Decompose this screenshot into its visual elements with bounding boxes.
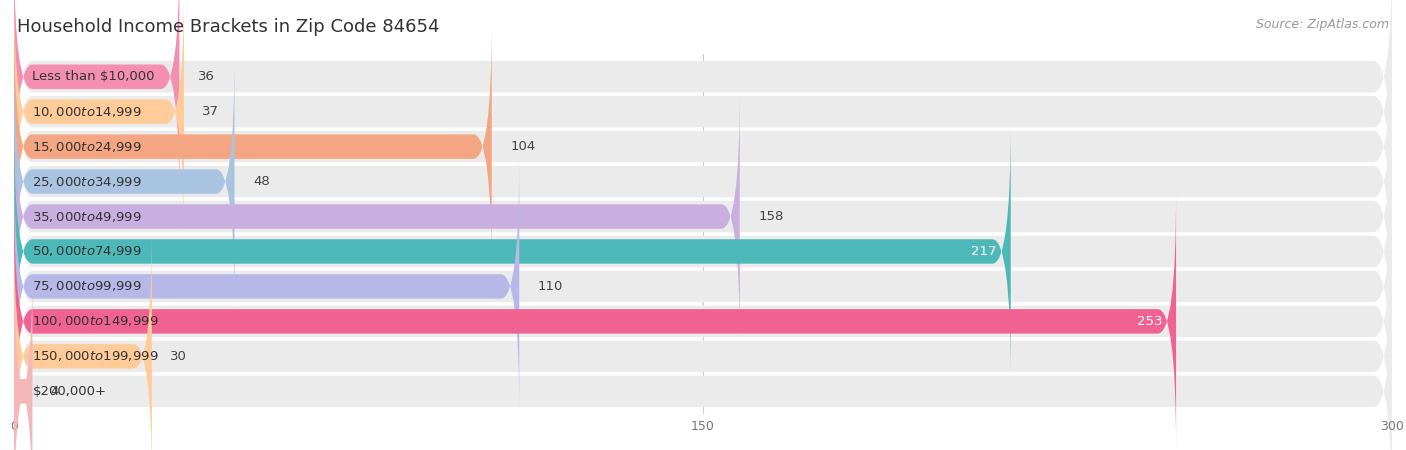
FancyBboxPatch shape (14, 229, 152, 450)
Text: $150,000 to $199,999: $150,000 to $199,999 (32, 349, 159, 363)
Text: 253: 253 (1137, 315, 1163, 328)
FancyBboxPatch shape (14, 54, 235, 309)
FancyBboxPatch shape (14, 124, 1011, 379)
Text: 104: 104 (510, 140, 536, 153)
FancyBboxPatch shape (14, 162, 1392, 410)
FancyBboxPatch shape (14, 264, 32, 450)
Text: $10,000 to $14,999: $10,000 to $14,999 (32, 105, 142, 119)
FancyBboxPatch shape (14, 89, 740, 344)
FancyBboxPatch shape (14, 267, 1392, 450)
FancyBboxPatch shape (14, 0, 180, 204)
FancyBboxPatch shape (14, 22, 1392, 271)
Text: Household Income Brackets in Zip Code 84654: Household Income Brackets in Zip Code 84… (17, 18, 439, 36)
FancyBboxPatch shape (14, 0, 184, 239)
Text: Less than $10,000: Less than $10,000 (32, 70, 155, 83)
Text: 30: 30 (170, 350, 187, 363)
Text: 110: 110 (537, 280, 562, 293)
Text: $15,000 to $24,999: $15,000 to $24,999 (32, 140, 142, 153)
Text: 217: 217 (972, 245, 997, 258)
Text: $50,000 to $74,999: $50,000 to $74,999 (32, 244, 142, 258)
Text: 4: 4 (51, 385, 59, 398)
Text: 48: 48 (253, 175, 270, 188)
FancyBboxPatch shape (14, 127, 1392, 376)
Text: $200,000+: $200,000+ (32, 385, 107, 398)
FancyBboxPatch shape (14, 194, 1175, 449)
FancyBboxPatch shape (14, 0, 1392, 201)
FancyBboxPatch shape (14, 19, 492, 274)
FancyBboxPatch shape (14, 92, 1392, 341)
Text: $75,000 to $99,999: $75,000 to $99,999 (32, 279, 142, 293)
Text: $100,000 to $149,999: $100,000 to $149,999 (32, 315, 159, 328)
Text: $35,000 to $49,999: $35,000 to $49,999 (32, 210, 142, 224)
Text: 36: 36 (198, 70, 215, 83)
FancyBboxPatch shape (14, 232, 1392, 450)
FancyBboxPatch shape (14, 159, 519, 414)
Text: 37: 37 (202, 105, 219, 118)
FancyBboxPatch shape (14, 0, 1392, 236)
Text: $25,000 to $34,999: $25,000 to $34,999 (32, 175, 142, 189)
FancyBboxPatch shape (14, 58, 1392, 306)
FancyBboxPatch shape (14, 197, 1392, 446)
Text: Source: ZipAtlas.com: Source: ZipAtlas.com (1256, 18, 1389, 31)
Text: 158: 158 (758, 210, 783, 223)
